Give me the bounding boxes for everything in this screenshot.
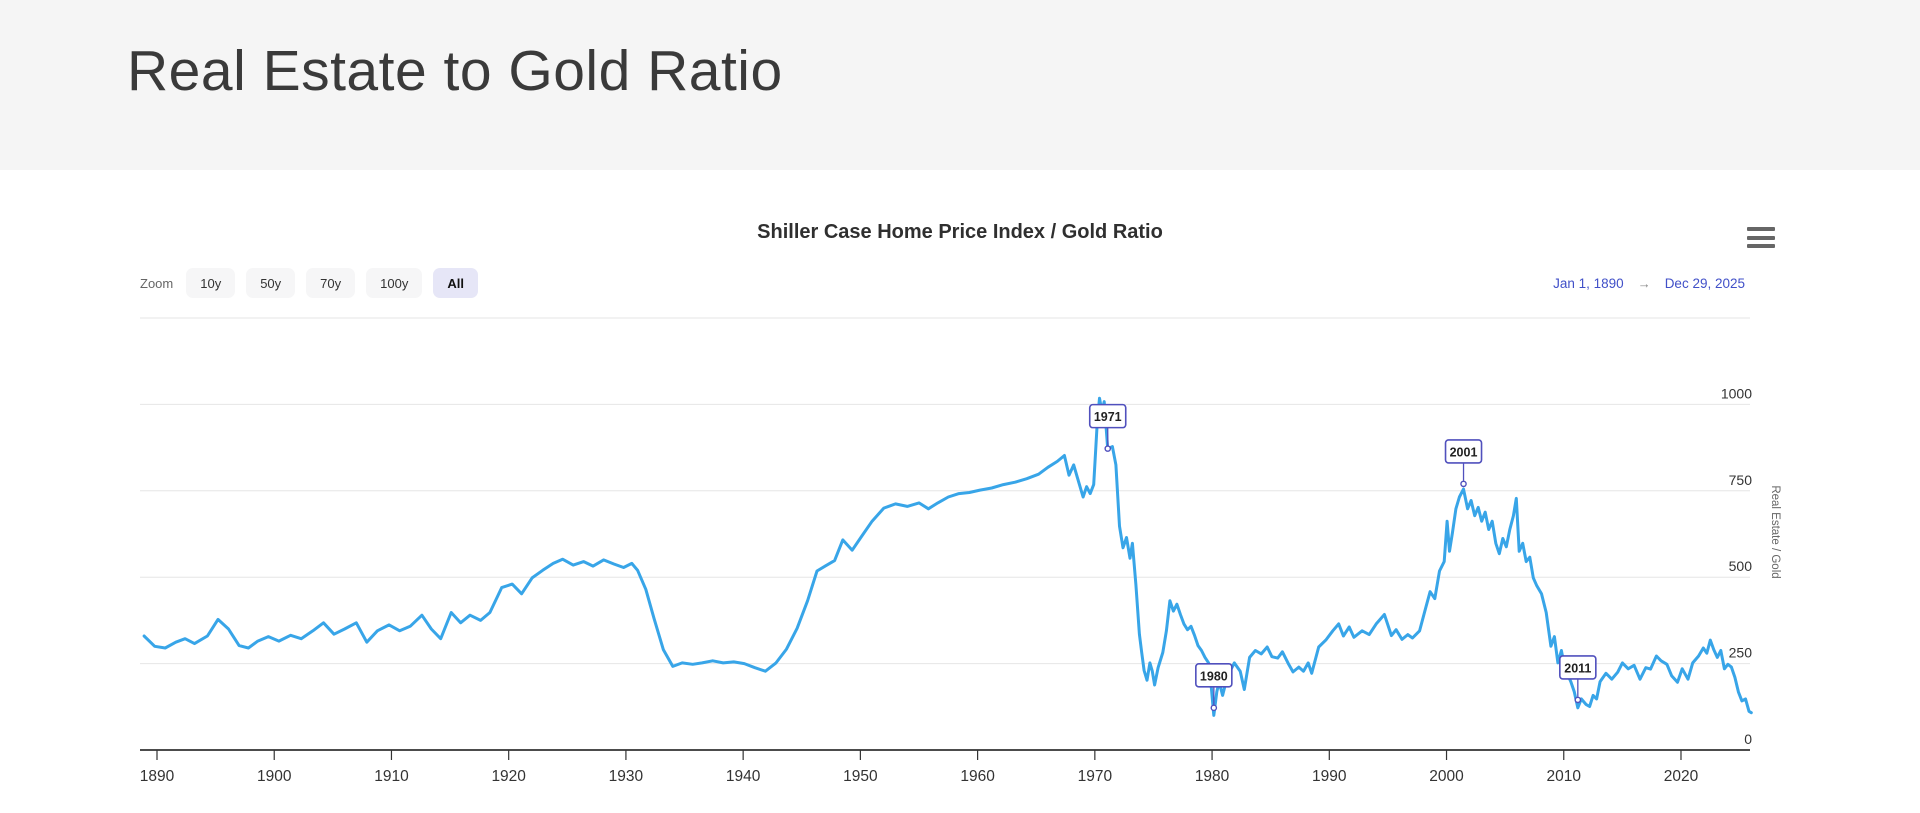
- zoom-button-70y[interactable]: 70y: [306, 268, 356, 298]
- menu-bar: [1747, 235, 1775, 240]
- zoom-controls: Zoom 10y 50y 70y 100y All: [140, 268, 478, 298]
- y-axis-title: Real Estate / Gold: [1769, 485, 1781, 578]
- x-tick-label: 1960: [960, 768, 995, 785]
- x-tick-label: 1950: [843, 768, 878, 785]
- annotation-2001: 2001: [1444, 439, 1483, 488]
- hamburger-menu-icon[interactable]: [1747, 227, 1775, 248]
- page-header: Real Estate to Gold Ratio: [0, 0, 1920, 170]
- annotation-label: 2001: [1450, 445, 1478, 459]
- annotation-point: [1104, 445, 1112, 452]
- annotation-box: [1088, 403, 1127, 429]
- x-tick-label: 1970: [1078, 768, 1113, 785]
- zoom-label: Zoom: [140, 275, 174, 291]
- x-tick-label: 2000: [1429, 768, 1464, 785]
- annotation-point: [1460, 480, 1467, 488]
- zoom-button-50y[interactable]: 50y: [246, 268, 296, 298]
- x-tick-label: 1920: [491, 768, 526, 785]
- y-tick-label: 1000: [1721, 385, 1752, 401]
- x-tick-label: 2020: [1664, 768, 1699, 785]
- x-tick-label: 1910: [374, 768, 409, 785]
- x-tick-label: 1980: [1195, 768, 1230, 785]
- annotation-box: [1444, 439, 1483, 464]
- menu-bar: [1747, 227, 1775, 231]
- annotation-box: [1559, 655, 1597, 680]
- zoom-button-all[interactable]: All: [433, 268, 478, 298]
- x-tick-label: 1930: [609, 768, 644, 785]
- range-arrow-icon: →: [1637, 275, 1651, 291]
- y-tick-label: 750: [1729, 472, 1753, 488]
- range-from[interactable]: Jan 1, 1890: [1553, 275, 1624, 291]
- annotation-box: [1195, 663, 1233, 688]
- y-tick-label: 500: [1729, 558, 1753, 574]
- annotation-label: 1980: [1200, 669, 1228, 683]
- x-tick-label: 1890: [140, 768, 175, 785]
- x-tick-label: 2010: [1547, 768, 1582, 785]
- page-title: Real Estate to Gold Ratio: [127, 39, 783, 103]
- annotation-1980: 1980: [1195, 663, 1233, 712]
- chart-title: Shiller Case Home Price Index / Gold Rat…: [757, 221, 1163, 243]
- range-to[interactable]: Dec 29, 2025: [1664, 275, 1745, 291]
- y-tick-label: 250: [1729, 645, 1753, 661]
- annotation-1971: 1971: [1088, 403, 1127, 452]
- y-tick-label: 0: [1744, 731, 1752, 747]
- x-tick-label: 1990: [1312, 768, 1347, 785]
- zoom-button-100y[interactable]: 100y: [366, 268, 423, 298]
- x-tick-label: 1940: [726, 768, 761, 785]
- date-range: Jan 1, 1890 → Dec 29, 2025: [1553, 268, 1745, 298]
- annotation-label: 1971: [1094, 410, 1122, 424]
- annotation-point: [1574, 696, 1582, 704]
- x-tick-label: 1900: [257, 768, 292, 785]
- zoom-button-10y[interactable]: 10y: [186, 268, 236, 298]
- annotation-label: 2011: [1564, 661, 1591, 675]
- annotation-2011: 2011: [1559, 655, 1597, 704]
- annotation-point: [1210, 704, 1218, 712]
- menu-bar: [1747, 244, 1775, 248]
